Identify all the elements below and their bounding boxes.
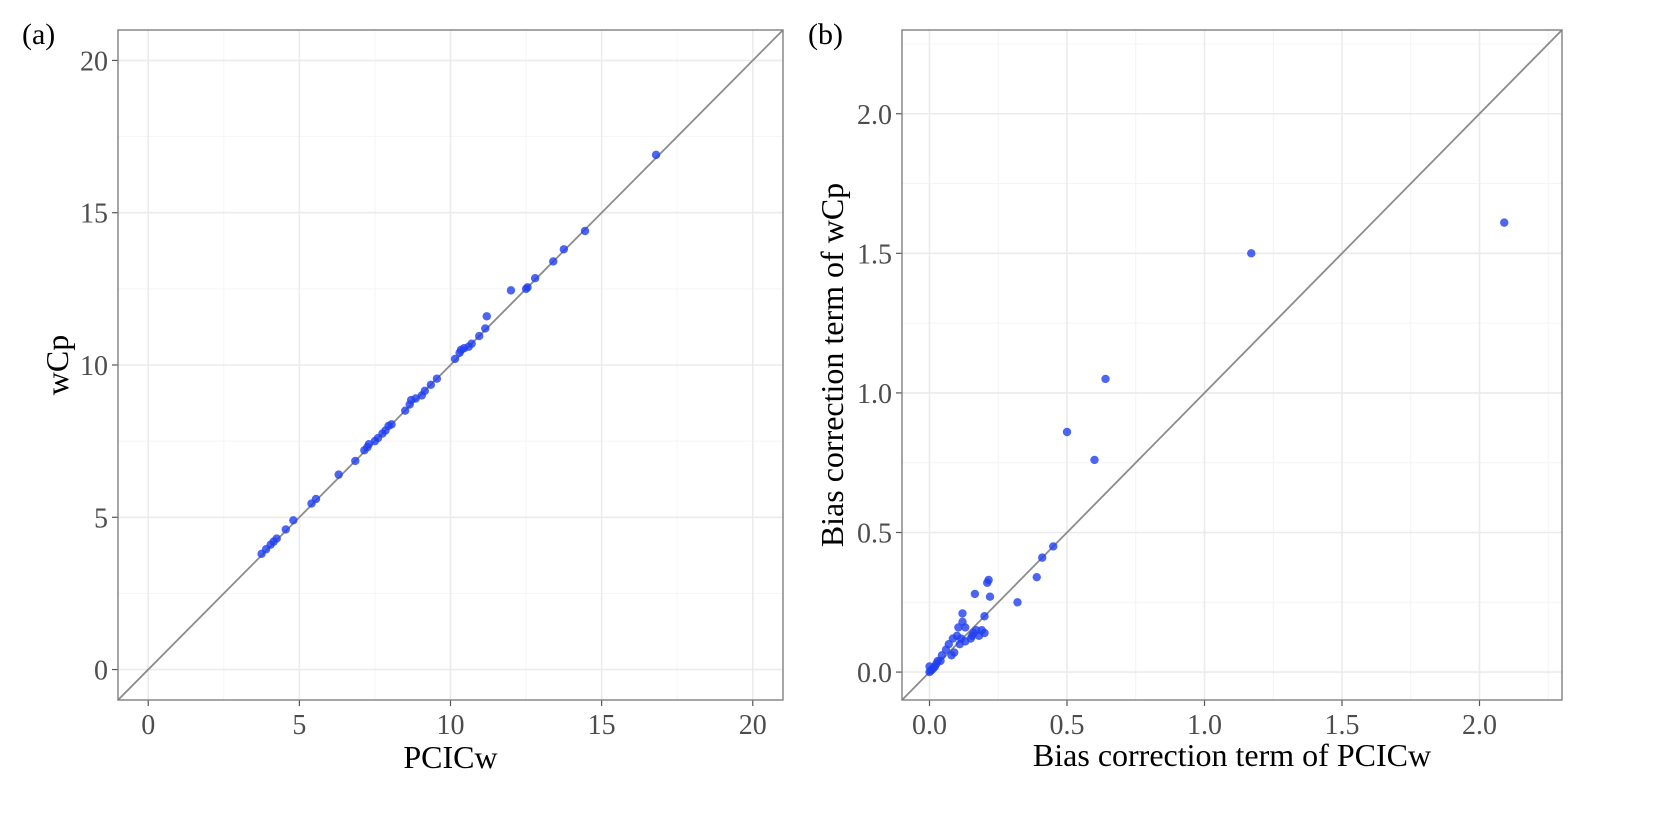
x-tick-label: 0.5 — [1050, 710, 1085, 741]
x-tick-label: 2.0 — [1462, 710, 1497, 741]
data-point — [985, 592, 995, 601]
data-point — [475, 331, 484, 341]
y-axis-title: wCp — [39, 335, 75, 395]
data-point — [1500, 218, 1509, 227]
y-tick-label: 20 — [80, 46, 108, 77]
x-axis-title: Bias correction term of PCICw — [1033, 737, 1431, 773]
data-point — [387, 420, 396, 429]
data-point — [523, 283, 532, 292]
y-tick-label: 0.0 — [857, 658, 892, 689]
data-point — [980, 612, 989, 621]
data-point — [351, 456, 360, 466]
data-point — [467, 339, 476, 348]
x-tick-label: 5 — [292, 710, 306, 741]
data-point — [651, 150, 661, 160]
data-point — [334, 470, 343, 479]
data-point — [1049, 542, 1058, 551]
panel-b: 0.0 0.5 1.0 1.5 2.0 0.0 0.5 1.0 1.5 2.0 (b) Bias co… — [808, 18, 1563, 773]
data-point — [289, 516, 298, 525]
panel-label: (b) — [808, 18, 843, 51]
x-tick-label: 20 — [739, 710, 767, 741]
y-tick-label: 1.0 — [857, 379, 892, 410]
data-point — [426, 380, 436, 389]
data-point — [1247, 249, 1256, 258]
y-axis-title: Bias correction term of wCp — [814, 183, 850, 547]
data-point — [400, 406, 410, 415]
x-tick-label: 0 — [141, 710, 155, 741]
panel-a: 0 5 10 15 20 0 5 10 15 20 (a) PCICw wCp — [22, 18, 784, 775]
data-point — [1090, 455, 1099, 465]
y-tick-label: 15 — [80, 199, 108, 230]
identity-line — [117, 29, 784, 701]
data-point — [281, 525, 290, 534]
x-tick-label: 15 — [588, 710, 616, 741]
data-point — [506, 286, 516, 295]
data-point — [481, 324, 490, 333]
data-point — [450, 354, 460, 364]
data-point — [272, 534, 281, 543]
x-tick-label: 1.5 — [1325, 710, 1360, 741]
data-point — [530, 274, 540, 283]
data-point — [432, 374, 442, 383]
panel-label: (a) — [22, 18, 55, 51]
data-point — [970, 589, 980, 599]
x-tick-label: 1.0 — [1187, 710, 1222, 741]
data-point — [980, 628, 989, 638]
data-point — [961, 623, 970, 632]
data-point — [420, 386, 430, 396]
x-tick-label: 10 — [437, 710, 465, 741]
data-point — [1101, 374, 1110, 384]
y-tick-label: 0.5 — [857, 519, 892, 550]
plot-frame — [901, 29, 1563, 701]
data-point — [482, 312, 491, 321]
data-point — [580, 226, 590, 236]
data-point — [1062, 427, 1072, 437]
y-tick-label: 0 — [94, 656, 108, 687]
identity-line — [901, 29, 1563, 701]
data-point — [1032, 572, 1041, 582]
data-point — [1013, 598, 1022, 607]
x-axis-title: PCICw — [403, 739, 497, 775]
y-tick-label: 1.5 — [857, 239, 892, 270]
y-tick-label: 2.0 — [857, 100, 892, 131]
data-point — [950, 648, 959, 657]
y-tick-label: 10 — [80, 351, 108, 382]
data-point — [549, 257, 558, 266]
data-point — [984, 575, 993, 585]
plot-frame — [117, 29, 784, 701]
x-tick-label: 0.0 — [912, 710, 947, 741]
data-point — [311, 494, 321, 504]
data-point — [958, 609, 967, 618]
data-point — [559, 245, 569, 254]
data-point — [1038, 553, 1047, 562]
y-tick-label: 5 — [94, 503, 108, 534]
